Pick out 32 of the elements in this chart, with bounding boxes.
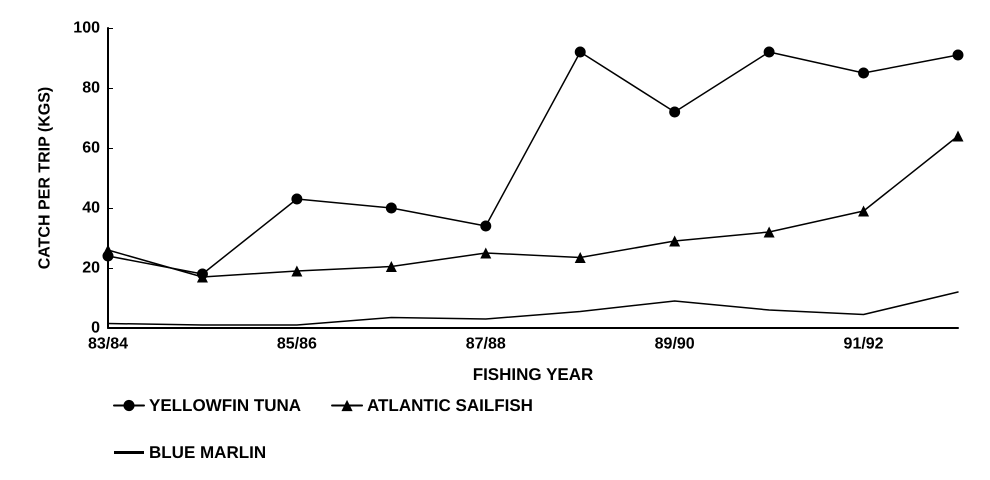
y-tick-label: 40 bbox=[82, 200, 100, 216]
x-tick-label: 87/88 bbox=[466, 336, 506, 352]
point bbox=[764, 226, 775, 238]
point bbox=[480, 248, 492, 258]
legend-label: ATLANTIC SAILFISH bbox=[367, 396, 533, 415]
point bbox=[952, 50, 964, 60]
point bbox=[669, 236, 680, 246]
x-tick-label: 89/90 bbox=[654, 336, 695, 352]
y-tick-label: 20 bbox=[82, 260, 100, 276]
point bbox=[386, 202, 397, 214]
point bbox=[291, 194, 302, 204]
point bbox=[764, 46, 775, 58]
y-tick-label: 100 bbox=[73, 20, 100, 36]
point bbox=[291, 266, 302, 276]
point bbox=[574, 252, 586, 263]
y-axis-title: CATCH PER TRIP (KGS) bbox=[36, 86, 54, 270]
y-tick-label: 80 bbox=[82, 80, 100, 96]
point bbox=[480, 220, 492, 232]
legend-label: BLUE MARLIN bbox=[149, 443, 266, 462]
y-tick-label: 60 bbox=[82, 140, 100, 156]
point bbox=[858, 68, 870, 78]
x-tick-label: 91/92 bbox=[844, 336, 884, 352]
y-tick-label: 0 bbox=[91, 320, 100, 336]
point bbox=[952, 130, 964, 142]
point bbox=[574, 46, 586, 58]
x-axis-title: FISHING YEAR bbox=[472, 365, 594, 384]
legend-label: YELLOWFIN TUNA bbox=[149, 396, 302, 415]
x-tick-label: 83/84 bbox=[88, 336, 128, 352]
point bbox=[386, 261, 397, 272]
x-tick-label: 85/86 bbox=[276, 336, 318, 352]
point bbox=[669, 106, 680, 118]
point bbox=[858, 206, 870, 216]
